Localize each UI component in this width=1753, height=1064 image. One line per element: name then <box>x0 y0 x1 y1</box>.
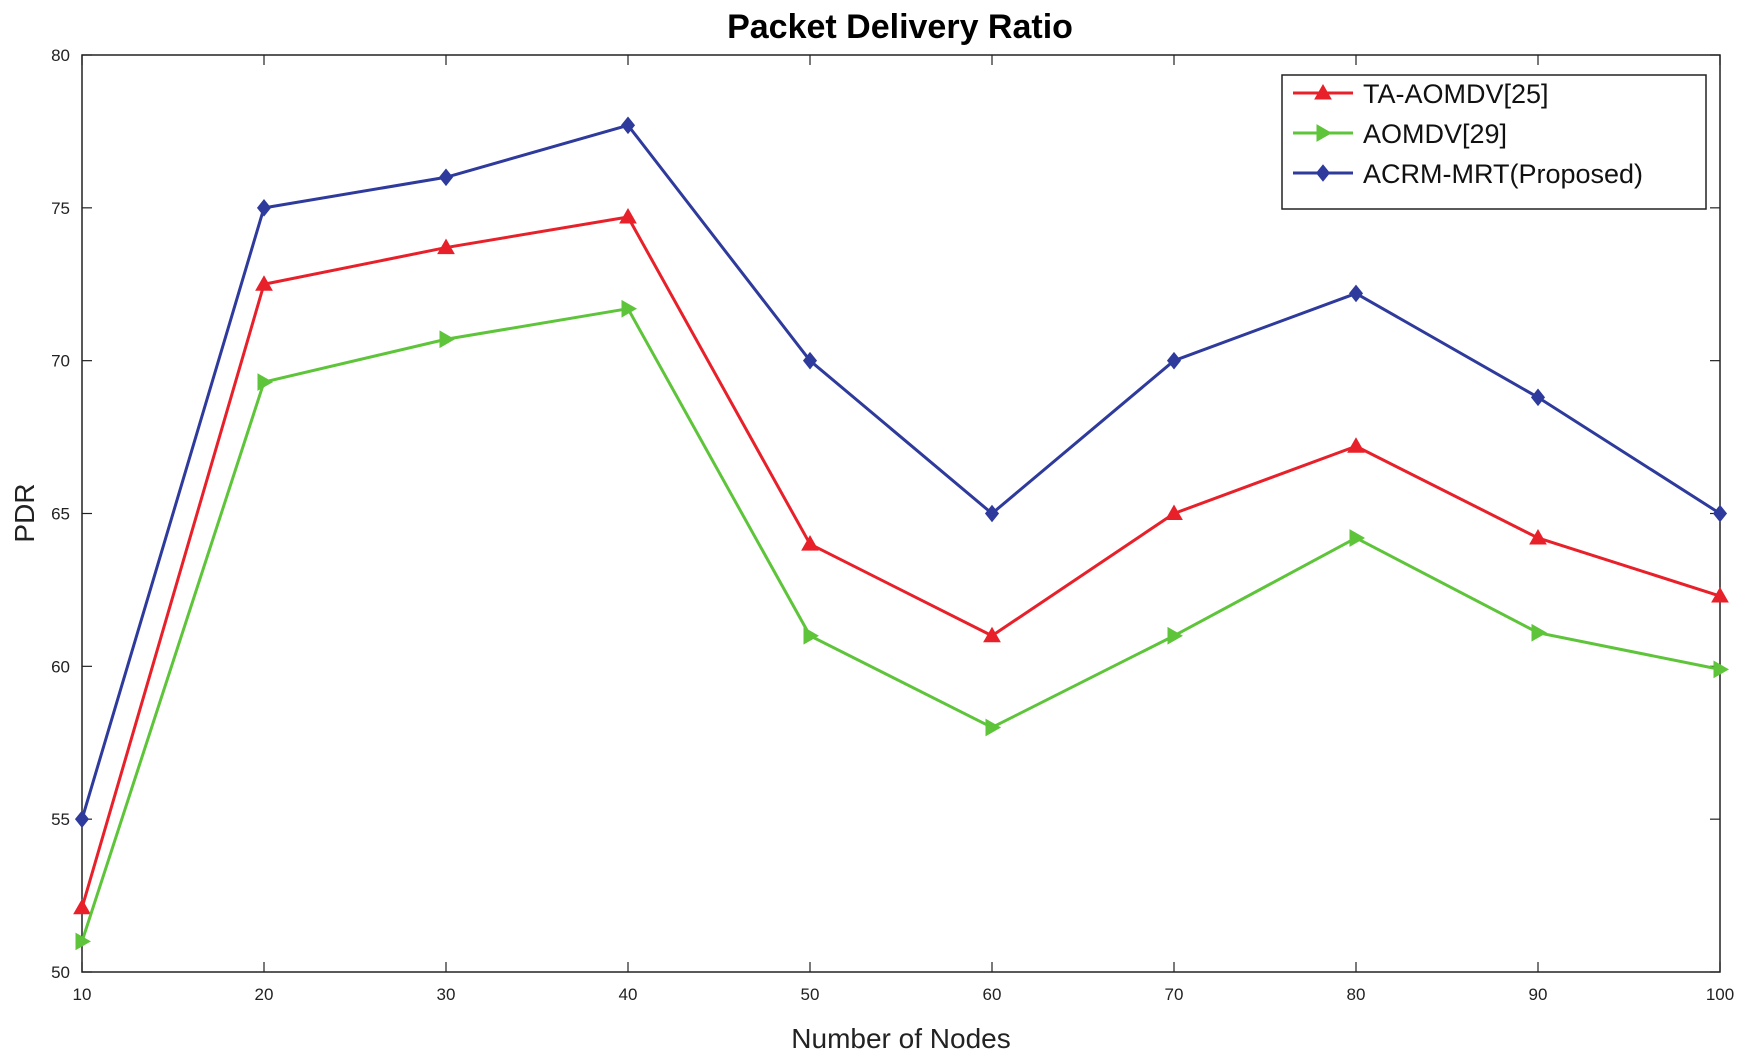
data-point <box>620 116 636 135</box>
x-tick-label: 70 <box>1165 985 1184 1004</box>
data-point <box>438 168 454 187</box>
data-point <box>439 330 456 349</box>
data-point <box>1529 528 1547 545</box>
x-tick-label: 30 <box>437 985 456 1004</box>
data-point <box>1712 504 1728 523</box>
y-tick-label: 80 <box>51 46 70 65</box>
x-tick-label: 10 <box>73 985 92 1004</box>
x-tick-label: 20 <box>255 985 274 1004</box>
x-tick-label: 100 <box>1706 985 1734 1004</box>
data-point <box>802 351 818 370</box>
y-tick-label: 70 <box>51 352 70 371</box>
data-point <box>984 504 1000 523</box>
axis-ticks: 10 20 30 40 50 60 70 80 90 100 50 55 60 65 70 75 80 <box>51 46 1734 1004</box>
data-point <box>621 299 638 318</box>
legend: TA-AOMDV[25] AOMDV[29] ACRM-MRT(Proposed) <box>1281 74 1707 210</box>
data-point <box>437 238 455 255</box>
data-point <box>74 810 90 828</box>
legend-label: AOMDV[29] <box>1363 119 1507 149</box>
legend-label: ACRM-MRT(Proposed) <box>1363 159 1643 189</box>
x-tick-label: 40 <box>619 985 638 1004</box>
data-point <box>257 373 274 391</box>
x-tick-label: 90 <box>1529 985 1548 1004</box>
chart-title: Packet Delivery Ratio <box>727 8 1073 46</box>
data-point <box>255 275 273 291</box>
legend-entry: TA-AOMDV[25] <box>1293 79 1549 109</box>
data-point <box>73 898 91 915</box>
data-point <box>1348 284 1364 303</box>
data-point <box>1531 623 1548 642</box>
legend-marker <box>1315 164 1331 182</box>
series-line <box>80 307 1721 942</box>
data-point <box>75 932 92 951</box>
series-line <box>80 123 1721 820</box>
data-point <box>1165 504 1183 520</box>
legend-marker <box>1314 83 1332 100</box>
y-tick-label: 65 <box>51 505 70 524</box>
legend-box <box>1281 74 1707 210</box>
data-point <box>983 626 1001 643</box>
data-point <box>1347 437 1365 453</box>
y-axis-label: PDR <box>9 483 40 542</box>
y-tick-label: 55 <box>51 810 70 829</box>
x-tick-label: 50 <box>801 985 820 1004</box>
y-tick-label: 75 <box>51 199 70 218</box>
data-point <box>619 207 637 224</box>
data-point <box>1349 529 1366 547</box>
y-tick-label: 50 <box>51 963 70 982</box>
x-tick-label: 80 <box>1347 985 1366 1004</box>
data-point <box>803 626 820 645</box>
series-3 <box>74 116 1728 828</box>
data-point <box>256 199 272 217</box>
legend-entry: AOMDV[29] <box>1293 119 1507 149</box>
series-layer <box>73 116 1730 951</box>
x-tick-label: 60 <box>983 985 1002 1004</box>
data-point <box>1166 351 1182 370</box>
y-tick-label: 60 <box>51 657 70 676</box>
data-point <box>1713 660 1730 679</box>
data-point <box>1711 587 1729 603</box>
legend-entry: ACRM-MRT(Proposed) <box>1293 159 1643 189</box>
series-1 <box>73 207 1729 915</box>
data-point <box>985 718 1002 737</box>
data-point <box>1530 388 1546 407</box>
data-point <box>801 535 819 551</box>
data-point <box>1167 626 1184 645</box>
series-2 <box>75 299 1730 951</box>
legend-marker <box>1316 124 1333 142</box>
legend-label: TA-AOMDV[25] <box>1363 79 1549 109</box>
series-line <box>80 215 1721 909</box>
x-axis-label: Number of Nodes <box>791 1023 1010 1054</box>
